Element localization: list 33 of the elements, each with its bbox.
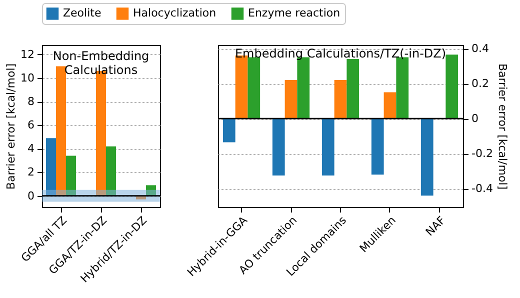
- y2-tick-label: 0.4: [472, 42, 489, 56]
- y2-tick-label: 0: [472, 112, 478, 126]
- bar: [420, 118, 434, 196]
- bar: [56, 66, 66, 196]
- y-tick-label: 0: [28, 189, 34, 202]
- y-tick-label: 12: [20, 48, 34, 61]
- bar: [66, 156, 76, 196]
- legend-label: Zeolite: [63, 6, 102, 20]
- y-tick-label: 8: [28, 95, 34, 108]
- bar: [446, 54, 458, 119]
- y-axis-title: Barrier error [kcal/mol]: [4, 63, 18, 190]
- y2-tick-label: -0.2: [472, 147, 493, 160]
- y-tick-label: 10: [20, 71, 34, 84]
- legend-label: Enzyme reaction: [248, 6, 340, 20]
- bar: [346, 59, 360, 119]
- y2-tick-label: -0.4: [472, 182, 493, 196]
- y2-tick-label: 0.2: [472, 77, 489, 90]
- bar: [146, 185, 156, 196]
- bar: [222, 118, 236, 142]
- bar: [46, 138, 56, 196]
- bar: [334, 80, 347, 119]
- y-tick-label: 2: [28, 166, 34, 179]
- chart-title: Embedding Calculations/TZ(-in-DZ): [234, 46, 446, 61]
- bar: [371, 118, 384, 175]
- legend-label: Halocyclization: [133, 6, 216, 20]
- y2-axis-title: Barrier error [kcal/mol]: [496, 63, 509, 190]
- bar: [106, 146, 116, 196]
- y-tick-label: 6: [28, 118, 34, 132]
- y-tick-label: 4: [28, 142, 34, 156]
- bar: [322, 118, 334, 176]
- bar: [284, 80, 298, 119]
- bar: [272, 118, 285, 176]
- bar: [384, 92, 396, 119]
